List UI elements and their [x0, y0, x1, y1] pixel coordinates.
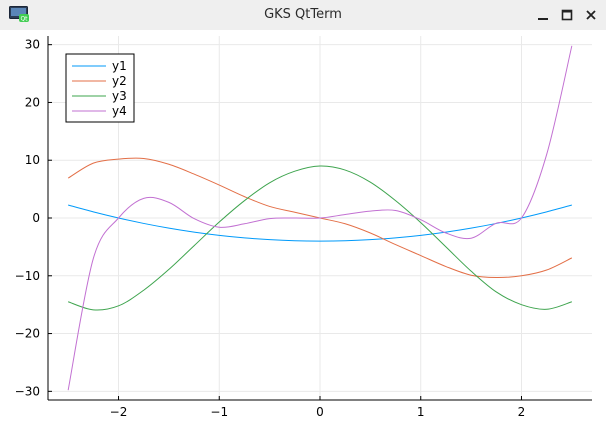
- x-tick-label: 2: [518, 405, 526, 419]
- y-tick-label: 30: [25, 38, 40, 52]
- minimize-icon[interactable]: [535, 7, 551, 23]
- y-tick-label: 10: [25, 153, 40, 167]
- legend-label-y3: y3: [112, 89, 127, 103]
- qt-app-icon: Qt: [9, 6, 29, 22]
- series-line-y1: [68, 204, 572, 242]
- y-tick-label: −30: [15, 384, 40, 398]
- close-icon[interactable]: [583, 7, 599, 23]
- series-line-y4: [67, 45, 573, 391]
- window-title: GKS QtTerm: [264, 7, 342, 22]
- x-tick-label: 0: [316, 405, 324, 419]
- svg-text:Qt: Qt: [20, 16, 28, 23]
- series-line-y3: [67, 165, 572, 311]
- legend-label-y4: y4: [112, 104, 127, 118]
- maximize-icon[interactable]: [559, 7, 575, 23]
- y-tick-label: 0: [32, 211, 40, 225]
- x-tick-label: −1: [210, 405, 228, 419]
- legend-label-y1: y1: [112, 59, 127, 73]
- legend-label-y2: y2: [112, 74, 127, 88]
- x-tick-label: −2: [110, 405, 128, 419]
- y-tick-label: 20: [25, 95, 40, 109]
- x-tick-label: 1: [417, 405, 425, 419]
- title-bar[interactable]: Qt GKS QtTerm: [0, 0, 606, 30]
- y-tick-label: −20: [15, 327, 40, 341]
- y-tick-label: −10: [15, 269, 40, 283]
